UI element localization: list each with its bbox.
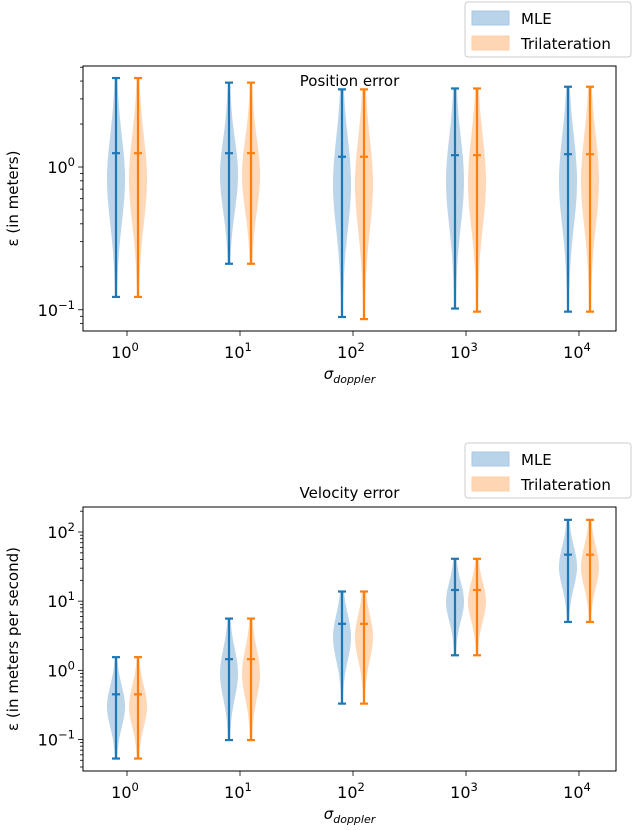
x-tick-label: 103 <box>450 780 478 802</box>
legend: MLE Trilateration <box>464 442 632 499</box>
x-axis-label-symbol: σ <box>324 365 334 383</box>
x-tick-label: 101 <box>224 780 252 802</box>
x-axis-label-subscript: doppler <box>333 373 377 386</box>
y-tick-label-exponent: 0 <box>68 658 75 672</box>
x-tick-label: 100 <box>111 780 139 802</box>
y-tick-label: 102 <box>47 520 75 542</box>
x-tick-label-base: 10 <box>224 343 244 362</box>
x-axis-label-symbol: σ <box>324 805 334 823</box>
x-tick-label-exponent: 1 <box>245 780 252 794</box>
y-tick-label: 100 <box>47 155 75 177</box>
x-axis-label-subscript: doppler <box>333 813 377 826</box>
x-tick-label-base: 10 <box>111 783 131 802</box>
x-tick-label: 104 <box>563 780 591 802</box>
y-tick-label-exponent: 0 <box>68 155 75 169</box>
y-tick-label-base: 10 <box>38 301 58 320</box>
x-tick-label: 103 <box>450 340 478 362</box>
chart-title: Position error <box>300 72 400 90</box>
x-tick-label-exponent: 1 <box>245 340 252 354</box>
x-tick-label-exponent: 4 <box>584 340 591 354</box>
y-tick-label-exponent: −1 <box>58 727 75 741</box>
x-tick-label-exponent: 2 <box>358 780 365 794</box>
x-tick-label-exponent: 3 <box>471 780 478 794</box>
legend-label-mle: MLE <box>521 451 552 469</box>
x-tick-label-base: 10 <box>224 783 244 802</box>
y-tick-label-exponent: −1 <box>58 298 75 312</box>
x-tick-label: 101 <box>224 340 252 362</box>
x-tick-label-exponent: 4 <box>584 780 591 794</box>
x-tick-label-base: 10 <box>337 783 357 802</box>
y-tick-label: 100 <box>47 658 75 680</box>
y-tick-label-base: 10 <box>38 730 58 749</box>
y-tick-label-base: 10 <box>47 523 67 542</box>
y-tick-label-base: 10 <box>47 661 67 680</box>
axes-frame <box>82 506 617 772</box>
x-tick-label: 100 <box>111 340 139 362</box>
x-tick-label: 104 <box>563 340 591 362</box>
y-tick-label: 10−1 <box>38 298 75 320</box>
y-tick-label: 10−1 <box>38 727 75 749</box>
x-tick-label-base: 10 <box>563 343 583 362</box>
y-tick-label-exponent: 1 <box>68 589 75 603</box>
y-tick-label: 101 <box>47 589 75 611</box>
x-tick-label-base: 10 <box>337 343 357 362</box>
x-tick-label-exponent: 2 <box>358 340 365 354</box>
y-axis-label: ε (in meters per second) <box>4 547 22 731</box>
x-tick-label-base: 10 <box>563 783 583 802</box>
x-tick-label-exponent: 0 <box>132 340 139 354</box>
x-tick-label-exponent: 3 <box>471 340 478 354</box>
x-tick-label-base: 10 <box>450 783 470 802</box>
y-tick-label-base: 10 <box>47 592 67 611</box>
x-axis-label: σdoppler <box>324 805 377 826</box>
x-axis-label: σdoppler <box>324 365 377 386</box>
x-tick-label: 102 <box>337 780 365 802</box>
x-tick-label-base: 10 <box>111 343 131 362</box>
chart-title: Velocity error <box>300 484 401 502</box>
legend-swatch-trilateration <box>471 35 510 51</box>
legend-label-mle: MLE <box>521 10 552 28</box>
legend-swatch-trilateration <box>471 476 510 492</box>
legend-label-trilateration: Trilateration <box>520 476 611 494</box>
x-tick-label-exponent: 0 <box>132 780 139 794</box>
legend-swatch-mle <box>471 10 510 26</box>
legend: MLE Trilateration <box>464 1 632 58</box>
x-tick-label: 102 <box>337 340 365 362</box>
y-tick-label-base: 10 <box>47 158 67 177</box>
y-tick-label-exponent: 2 <box>68 520 75 534</box>
legend-label-trilateration: Trilateration <box>520 35 611 53</box>
legend-swatch-mle <box>471 451 510 467</box>
y-axis-label: ε (in meters) <box>4 151 22 247</box>
x-tick-label-base: 10 <box>450 343 470 362</box>
